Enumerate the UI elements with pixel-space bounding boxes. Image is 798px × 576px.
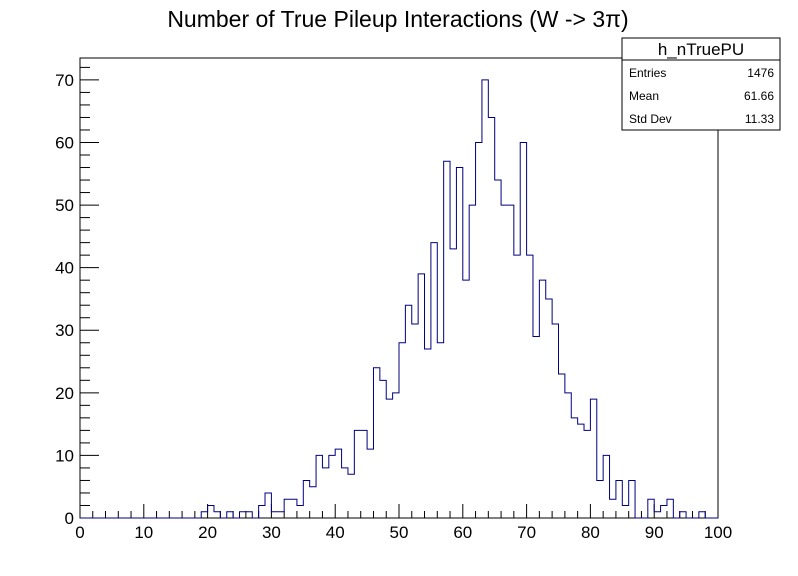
stats-entries-value: 1476 — [747, 66, 774, 80]
plot-frame — [79, 57, 719, 519]
stats-entries-label: Entries — [629, 66, 666, 80]
x-tick-label: 80 — [581, 523, 600, 542]
x-tick-label: 100 — [704, 523, 732, 542]
x-tick-label: 10 — [134, 523, 153, 542]
stats-mean-label: Mean — [629, 89, 659, 103]
x-tick-label: 30 — [262, 523, 281, 542]
y-tick-label: 60 — [55, 133, 74, 152]
stats-box: h_nTruePU Entries 1476 Mean 61.66 Std De… — [621, 37, 781, 131]
x-tick-label: 20 — [198, 523, 217, 542]
stats-box-title: h_nTruePU — [658, 40, 744, 59]
y-tick-label: 20 — [55, 384, 74, 403]
y-tick-label: 70 — [55, 71, 74, 90]
x-tick-label: 0 — [75, 523, 84, 542]
histogram-outline — [80, 79, 718, 519]
stats-stddev-value: 11.33 — [745, 112, 774, 126]
x-tick-label: 60 — [453, 523, 472, 542]
x-tick-label: 90 — [645, 523, 664, 542]
x-tick-label: 70 — [517, 523, 536, 542]
y-tick-label: 40 — [55, 259, 74, 278]
stats-mean-value: 61.66 — [744, 89, 774, 103]
x-tick-label: 50 — [390, 523, 409, 542]
stats-stddev-label: Std Dev — [629, 112, 672, 126]
y-tick-label: 0 — [65, 509, 74, 528]
y-tick-label: 10 — [55, 446, 74, 465]
y-tick-label: 50 — [55, 196, 74, 215]
x-axis: 0 10 20 30 40 50 60 70 80 90 100 — [75, 504, 732, 542]
y-axis: 0 10 20 30 40 50 60 70 — [55, 66, 99, 528]
chart-title: Number of True Pileup Interactions (W ->… — [167, 6, 628, 32]
y-tick-label: 30 — [55, 321, 74, 340]
x-tick-label: 40 — [326, 523, 345, 542]
stats-box-frame — [621, 37, 781, 131]
